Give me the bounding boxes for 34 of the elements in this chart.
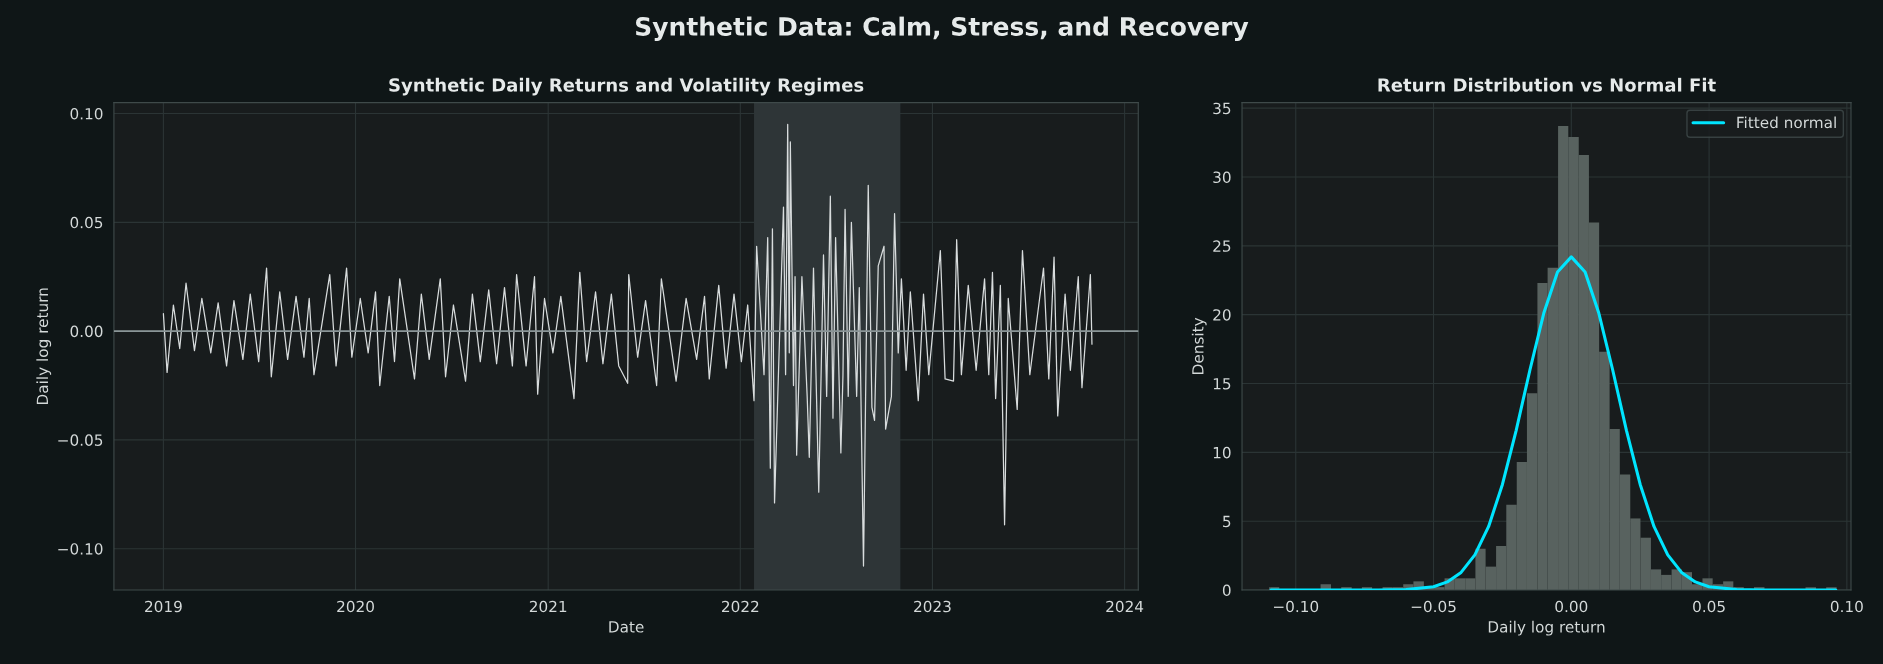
x-tick-label: 0.10: [1830, 600, 1863, 613]
line-series: [1269, 255, 1838, 591]
y-axis-title: Density: [1191, 317, 1207, 374]
x-tick-label: 0.00: [1555, 600, 1588, 613]
chart-title: Return Distribution vs Normal Fit: [1378, 77, 1716, 92]
chart-title: Synthetic Daily Returns and Volatility Regimes: [389, 77, 864, 96]
y-tick-label: 0.05: [70, 216, 103, 229]
legend-label: Fitted normal: [1737, 116, 1836, 129]
x-axis-title: Date: [609, 621, 644, 633]
y-tick-label: −0.10: [58, 543, 103, 555]
x-tick-label: 2022: [722, 600, 759, 613]
text: Synthetic Data: Calm, Stress, and Recovery: [636, 16, 1249, 41]
y-tick-label: 10: [1213, 446, 1231, 459]
x-tick-label: 2024: [1106, 600, 1144, 613]
x-tick-label: 0.05: [1693, 600, 1725, 613]
y-tick-label: 0.00: [70, 325, 103, 338]
x-axis-title: Daily log return: [1488, 620, 1605, 636]
y-tick-label: 15: [1213, 378, 1231, 390]
x-tick-label: −0.10: [1273, 600, 1319, 613]
y-tick-label: 0: [1222, 584, 1231, 597]
x-tick-label: −0.05: [1411, 600, 1456, 613]
y-axis-title: Daily log return: [36, 288, 52, 405]
x-tick-label: 2023: [914, 600, 951, 613]
x-tick-label: 2019: [145, 600, 182, 613]
x-tick-label: 2020: [337, 600, 374, 613]
y-tick-label: 25: [1213, 240, 1231, 252]
x-tick-label: 2021: [529, 600, 567, 613]
y-tick-label: 5: [1223, 515, 1231, 528]
y-tick-label: −0.05: [58, 434, 103, 446]
line-series: [162, 123, 1093, 567]
y-tick-label: 0.10: [70, 108, 103, 120]
y-tick-label: 30: [1213, 171, 1231, 184]
y-tick-label: 20: [1213, 309, 1231, 321]
y-tick-label: 35: [1213, 102, 1231, 115]
